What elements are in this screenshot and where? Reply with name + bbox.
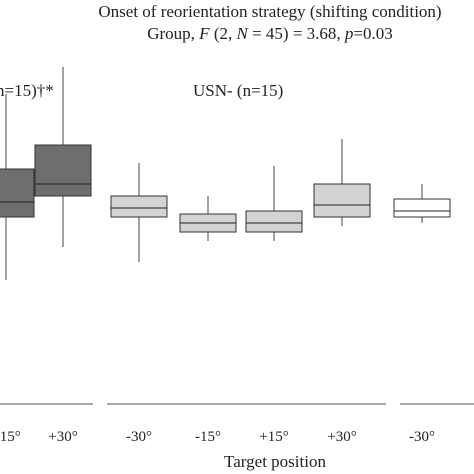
group-label-2: USN- (n=15) <box>193 81 283 100</box>
iqr-box <box>110 195 168 218</box>
box-1-2 <box>34 67 92 247</box>
box-2-1 <box>110 163 168 262</box>
group-label-1: n=15)†* <box>0 81 54 100</box>
box-2-4 <box>313 139 371 226</box>
x-tick-labels: +15° +30° -30° -15° +15° +30° -30° <box>0 429 435 445</box>
boxes-layer <box>0 67 451 280</box>
iqr-box <box>34 144 92 197</box>
box-2-2 <box>179 196 237 241</box>
x-tick-label: -15° <box>195 429 221 445</box>
box-3-1 <box>393 184 451 223</box>
iqr-box <box>0 168 35 218</box>
box-2-3 <box>245 166 303 241</box>
x-tick-label: -30° <box>126 429 152 445</box>
x-tick-label: -30° <box>409 429 435 445</box>
x-tick-label: +30° <box>327 429 356 445</box>
x-tick-label: +15° <box>259 429 288 445</box>
iqr-box <box>313 183 371 218</box>
x-tick-label: +15° <box>0 429 21 445</box>
x-axis-title: Target position <box>224 452 326 471</box>
x-tick-label: +30° <box>48 429 77 445</box>
box-1-1 <box>0 94 35 280</box>
chart-title: Onset of reorientation strategy (shiftin… <box>98 2 441 21</box>
iqr-box <box>245 210 303 233</box>
chart-subtitle: Group, F (2, N = 45) = 3.68, p=0.03 <box>147 24 393 43</box>
iqr-box <box>393 198 451 218</box>
